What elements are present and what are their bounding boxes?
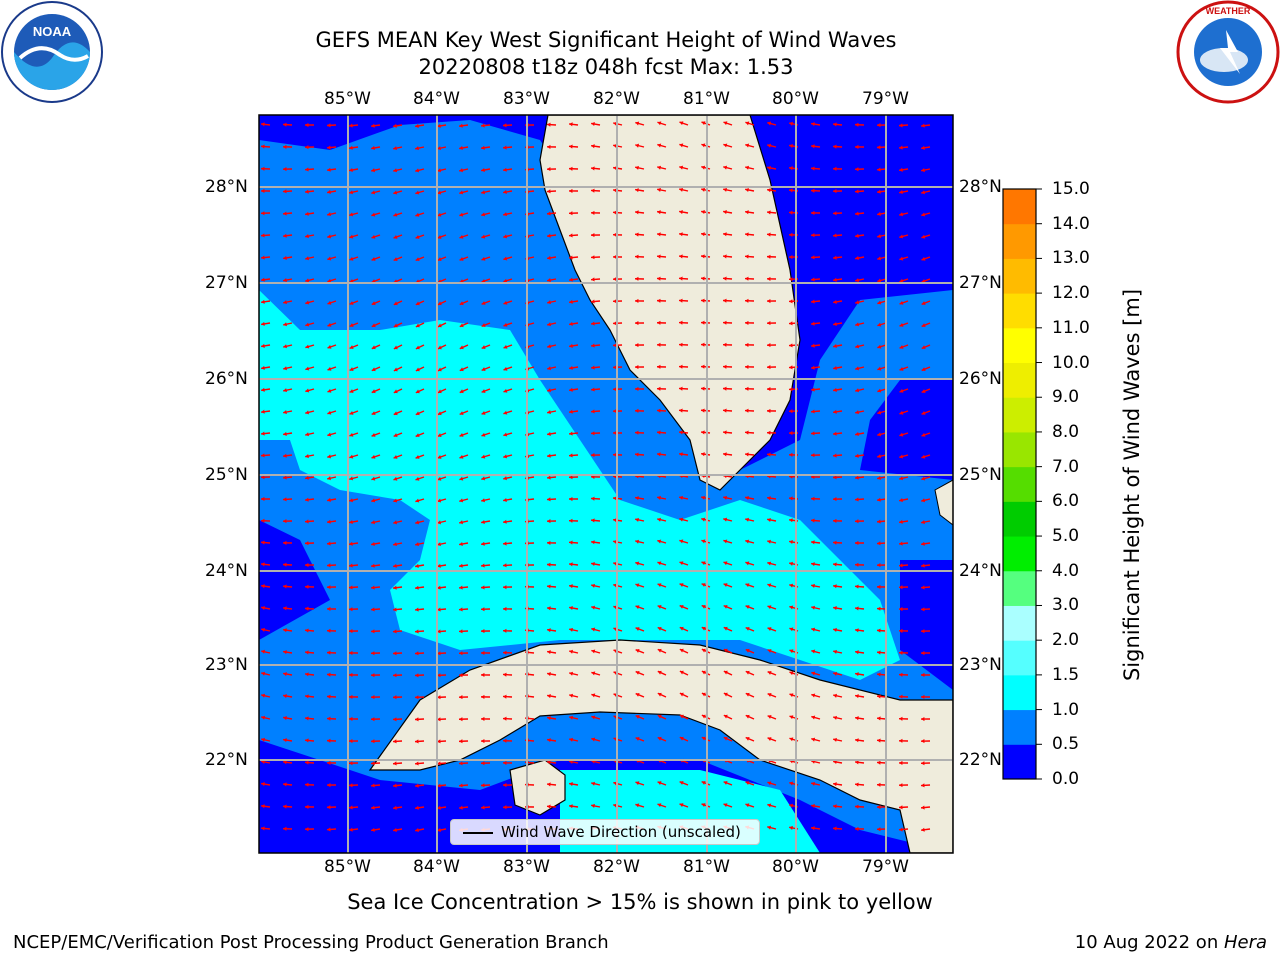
colorbar-title: Significant Height of Wind Waves [m] bbox=[1120, 288, 1144, 682]
date-prefix: 10 Aug 2022 on bbox=[1074, 932, 1224, 953]
colorbar-tick-label: 12.0 bbox=[1052, 283, 1090, 304]
lat-label-right: 28°N bbox=[959, 177, 1002, 197]
lat-label-left: 25°N bbox=[205, 465, 248, 485]
colorbar-segment bbox=[1003, 466, 1036, 502]
colorbar-segment bbox=[1003, 605, 1036, 641]
colorbar-segment bbox=[1003, 431, 1036, 468]
map-legend: Wind Wave Direction (unscaled) bbox=[450, 819, 760, 845]
colorbar-segment bbox=[1003, 189, 1036, 225]
colorbar-segment bbox=[1003, 223, 1036, 259]
colorbar-tick-label: 1.5 bbox=[1052, 664, 1080, 685]
colorbar-tick-label: 8.0 bbox=[1052, 421, 1080, 442]
svg-text:NOAA: NOAA bbox=[33, 24, 72, 39]
colorbar-tick-label: 11.0 bbox=[1052, 317, 1090, 338]
nws-logo: WEATHER bbox=[1176, 0, 1280, 104]
colorbar-segment bbox=[1003, 397, 1036, 433]
colorbar-frame bbox=[1002, 188, 1037, 780]
lon-label-top: 81°W bbox=[683, 89, 730, 109]
colorbar-segment bbox=[1003, 570, 1036, 606]
colorbar-tick-label: 10.0 bbox=[1052, 352, 1090, 373]
noaa-logo: NOAA bbox=[1, 1, 103, 103]
colorbar-tick-label: 6.0 bbox=[1052, 491, 1080, 512]
colorbar-tick-label: 14.0 bbox=[1052, 213, 1090, 234]
legend-line-icon bbox=[463, 832, 493, 834]
lon-label-bottom: 84°W bbox=[413, 857, 460, 877]
colorbar-tick-label: 0.0 bbox=[1052, 769, 1080, 789]
colorbar-tick-label: 2.0 bbox=[1052, 630, 1080, 651]
lon-label-bottom: 83°W bbox=[503, 857, 550, 877]
lon-label-bottom: 85°W bbox=[324, 857, 371, 877]
colorbar-segment bbox=[1003, 674, 1036, 711]
lat-label-left: 26°N bbox=[205, 369, 248, 389]
lon-label-top: 83°W bbox=[503, 89, 550, 109]
colorbar-segment bbox=[1003, 744, 1036, 780]
lon-label-top: 82°W bbox=[593, 89, 640, 109]
legend-label: Wind Wave Direction (unscaled) bbox=[501, 823, 741, 841]
cuba-land bbox=[368, 639, 953, 853]
sea-ice-note: Sea Ice Concentration > 15% is shown in … bbox=[347, 890, 933, 914]
colorbar-tick-label: 5.0 bbox=[1052, 526, 1080, 547]
wind-arrows bbox=[260, 121, 931, 833]
lat-label-right: 26°N bbox=[959, 369, 1002, 389]
colorbar-tick-label: 4.0 bbox=[1052, 560, 1080, 581]
lon-label-top: 85°W bbox=[324, 89, 371, 109]
colorbar bbox=[1003, 188, 1042, 780]
lat-label-left: 24°N bbox=[205, 561, 248, 581]
chart-subtitle: 20220808 t18z 048h fcst Max: 1.53 bbox=[418, 55, 794, 79]
colorbar-tick-label: 0.5 bbox=[1052, 734, 1080, 755]
lat-label-right: 25°N bbox=[959, 465, 1002, 485]
colorbar-tick-label: 1.0 bbox=[1052, 699, 1080, 720]
bahamas-land bbox=[934, 479, 953, 526]
lat-label-left: 27°N bbox=[205, 273, 248, 293]
map-gridlines bbox=[259, 115, 953, 853]
lat-label-left: 28°N bbox=[205, 177, 248, 197]
chart-title: GEFS MEAN Key West Significant Height of… bbox=[315, 28, 897, 52]
lat-label-right: 27°N bbox=[959, 273, 1002, 293]
lat-label-right: 23°N bbox=[959, 655, 1002, 675]
svg-text:WEATHER: WEATHER bbox=[1206, 6, 1251, 16]
lon-label-top: 84°W bbox=[413, 89, 460, 109]
lat-label-left: 23°N bbox=[205, 655, 248, 675]
lon-label-bottom: 81°W bbox=[683, 857, 730, 877]
lon-label-bottom: 80°W bbox=[772, 857, 819, 877]
lon-label-top: 79°W bbox=[862, 89, 909, 109]
lon-label-top: 80°W bbox=[772, 89, 819, 109]
colorbar-tick-label: 13.0 bbox=[1052, 248, 1090, 269]
colorbar-segment bbox=[1003, 327, 1036, 364]
lat-label-left: 22°N bbox=[205, 750, 248, 770]
colorbar-segment bbox=[1003, 501, 1036, 537]
ocean-high-zone bbox=[259, 290, 900, 680]
lon-label-bottom: 79°W bbox=[862, 857, 909, 877]
credit-text: NCEP/EMC/Verification Post Processing Pr… bbox=[13, 932, 609, 953]
lat-label-right: 22°N bbox=[959, 750, 1002, 770]
date-text: 10 Aug 2022 on Hera bbox=[1075, 932, 1267, 953]
colorbar-segment bbox=[1003, 536, 1036, 572]
colorbar-segment bbox=[1003, 362, 1036, 398]
colorbar-tick-label: 9.0 bbox=[1052, 387, 1080, 408]
map-frame bbox=[258, 114, 954, 854]
colorbar-tick-label: 15.0 bbox=[1052, 179, 1090, 199]
colorbar-segment bbox=[1003, 258, 1036, 294]
lat-label-right: 24°N bbox=[959, 561, 1002, 581]
lon-label-bottom: 82°W bbox=[593, 857, 640, 877]
colorbar-tick-label: 7.0 bbox=[1052, 456, 1080, 477]
florida-land bbox=[539, 115, 801, 491]
colorbar-segment bbox=[1003, 293, 1036, 329]
colorbar-segment bbox=[1003, 709, 1036, 745]
colorbar-segment bbox=[1003, 640, 1036, 676]
date-host: Hera bbox=[1223, 932, 1267, 953]
colorbar-tick-label: 3.0 bbox=[1052, 595, 1080, 616]
